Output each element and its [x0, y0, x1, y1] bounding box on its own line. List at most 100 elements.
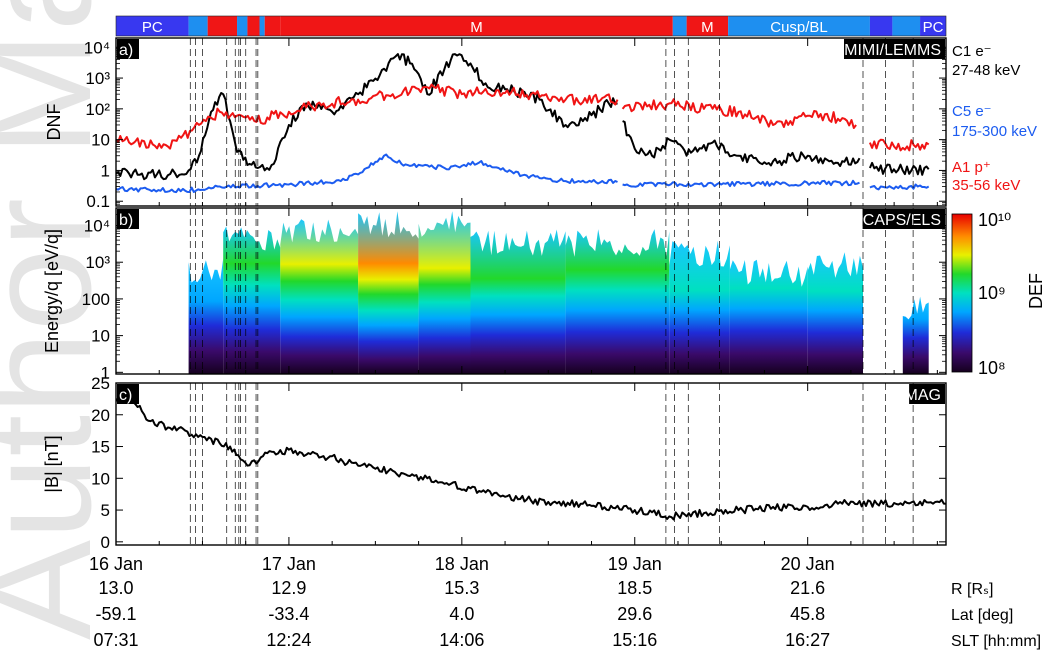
- ephemeris-row-label: SLT [hh:mm]: [951, 633, 1041, 650]
- series-group: [116, 395, 946, 521]
- x-tick-label: 20 Jan: [781, 554, 835, 574]
- panel-frame: [115, 207, 947, 375]
- x-tick-label: 19 Jan: [608, 554, 662, 574]
- panel-frame: [115, 382, 947, 546]
- panel-a: 0.1 1 10 10² 10³ 10⁴ a) MIMI/LEMMS DNF C1 e⁻ 27-48…: [44, 37, 1037, 211]
- panel-tag: c): [119, 387, 132, 404]
- ephemeris-value: 21.6: [790, 578, 825, 598]
- region-segment: [259, 16, 265, 36]
- colorbar-rect: [951, 213, 973, 373]
- panel-tag-box: [117, 39, 139, 59]
- instrument-box: [844, 39, 945, 59]
- panel-frame: [115, 37, 947, 207]
- region-segment: [672, 16, 687, 36]
- heatmap-column: [729, 259, 808, 374]
- panel-tag: a): [119, 42, 133, 59]
- heatmap-column: [565, 229, 670, 374]
- y-tick-label: 10⁴: [84, 38, 110, 57]
- y-tick-label: 25: [91, 374, 110, 393]
- region-segment: [869, 16, 893, 36]
- y-tick-label: 100: [82, 290, 110, 309]
- panel-b: 1 10 100 10³ 10⁴ b) CAPS/ELS Energy/q [eV/q] 10⁸…: [42, 207, 1046, 382]
- heatmap-column: [223, 226, 281, 374]
- instrument-box: [862, 209, 945, 229]
- y-tick-label: 10²: [85, 100, 110, 119]
- heatmap-column: [807, 252, 863, 374]
- heatmap-column: [418, 211, 471, 374]
- region-label: M: [470, 19, 483, 36]
- legend-range: 35-56 keV: [952, 177, 1020, 194]
- y-tick-label: 20: [91, 406, 110, 425]
- panel-tag: b): [119, 212, 133, 229]
- region-segment: [728, 16, 870, 36]
- y-tick-label: 1: [101, 363, 110, 382]
- ephemeris-value: 15.3: [444, 578, 479, 598]
- y-tick-label: 10: [91, 327, 110, 346]
- ephemeris-value: 15:16: [612, 630, 657, 650]
- ephemeris-value: 07:31: [93, 630, 138, 650]
- region-segment: [892, 16, 921, 36]
- region-segment: [237, 16, 248, 36]
- ephemeris-table: 13.0 12.9 15.3 18.5 21.6 R [Rₛ] -59.1 -33.4 4.0 2…: [93, 578, 1041, 650]
- y-tick-label: 5: [101, 501, 110, 520]
- legend-name: A1 p⁺: [952, 159, 991, 176]
- region-bar-frame: [115, 15, 947, 37]
- ephemeris-value: 14:06: [439, 630, 484, 650]
- legend-name: C5 e⁻: [952, 103, 992, 120]
- series-line: [116, 395, 946, 521]
- heatmap-column: [188, 258, 224, 374]
- series-group: [116, 53, 930, 194]
- colorbar-tick-label: 10⁸: [978, 358, 1006, 378]
- watermark: Author Manuscript: [0, 0, 122, 640]
- ephemeris-value: 13.0: [98, 578, 133, 598]
- ephemeris-value: 16:27: [785, 630, 830, 650]
- ephemeris-row-label: Lat [deg]: [951, 607, 1013, 624]
- watermark-text: Author Manuscript: [0, 0, 122, 640]
- series-line: [116, 53, 930, 181]
- region-segment: [207, 16, 238, 36]
- ephemeris-row-label: R [Rₛ]: [951, 581, 993, 598]
- y-tick-label: 10: [91, 131, 110, 150]
- y-tick-label: 10⁴: [84, 217, 110, 236]
- x-tick-label: 18 Jan: [435, 554, 489, 574]
- y-tick-label: 0.1: [86, 192, 110, 211]
- series-line: [116, 83, 930, 152]
- colorbar: 10⁸ 10⁹ 10¹⁰ DEF: [951, 210, 1046, 378]
- ephemeris-value: 18.5: [617, 578, 652, 598]
- region-label: PC: [142, 19, 163, 36]
- x-tick-label: 16 Jan: [89, 554, 143, 574]
- ephemeris-value: 45.8: [790, 604, 825, 624]
- panel-c: 0 5 10 15 20 25 c) MAG |B| [nT]: [42, 374, 947, 552]
- region-segment: [920, 16, 946, 36]
- region-segment: [264, 16, 281, 36]
- y-axis-label: Energy/q [eV/q]: [42, 229, 62, 353]
- heatmap-column: [358, 211, 419, 374]
- legend-name: C1 e⁻: [952, 43, 992, 60]
- y-axis-label: |B| [nT]: [42, 435, 62, 492]
- series-line: [116, 153, 930, 194]
- colorbar-label: DEF: [1026, 273, 1046, 309]
- ephemeris-value: 29.6: [617, 604, 652, 624]
- colorbar-tick-label: 10¹⁰: [978, 210, 1011, 230]
- heatmap-column: [669, 240, 730, 374]
- y-axis-label: DNF: [44, 104, 64, 141]
- colorbar-tick-label: 10⁹: [978, 283, 1006, 303]
- instrument-box: [909, 384, 945, 404]
- ephemeris-value: 12:24: [266, 630, 311, 650]
- region-segment: [116, 16, 189, 36]
- region-segment: [280, 16, 673, 36]
- instrument-label: MIMI/LEMMS: [844, 42, 941, 59]
- x-tick-label: 17 Jan: [262, 554, 316, 574]
- instrument-label: CAPS/ELS: [863, 212, 941, 229]
- region-segment: [188, 16, 208, 36]
- legend-range: 175-300 keV: [952, 123, 1037, 140]
- region-label: M: [701, 19, 714, 36]
- y-tick-label: 15: [91, 438, 110, 457]
- heatmap-column: [470, 229, 566, 374]
- heatmap-group: [188, 211, 929, 374]
- y-tick-label: 1: [101, 161, 110, 180]
- region-label: Cusp/BL: [770, 19, 828, 36]
- ephemeris-value: -33.4: [268, 604, 309, 624]
- panel-tag-box: [117, 384, 139, 404]
